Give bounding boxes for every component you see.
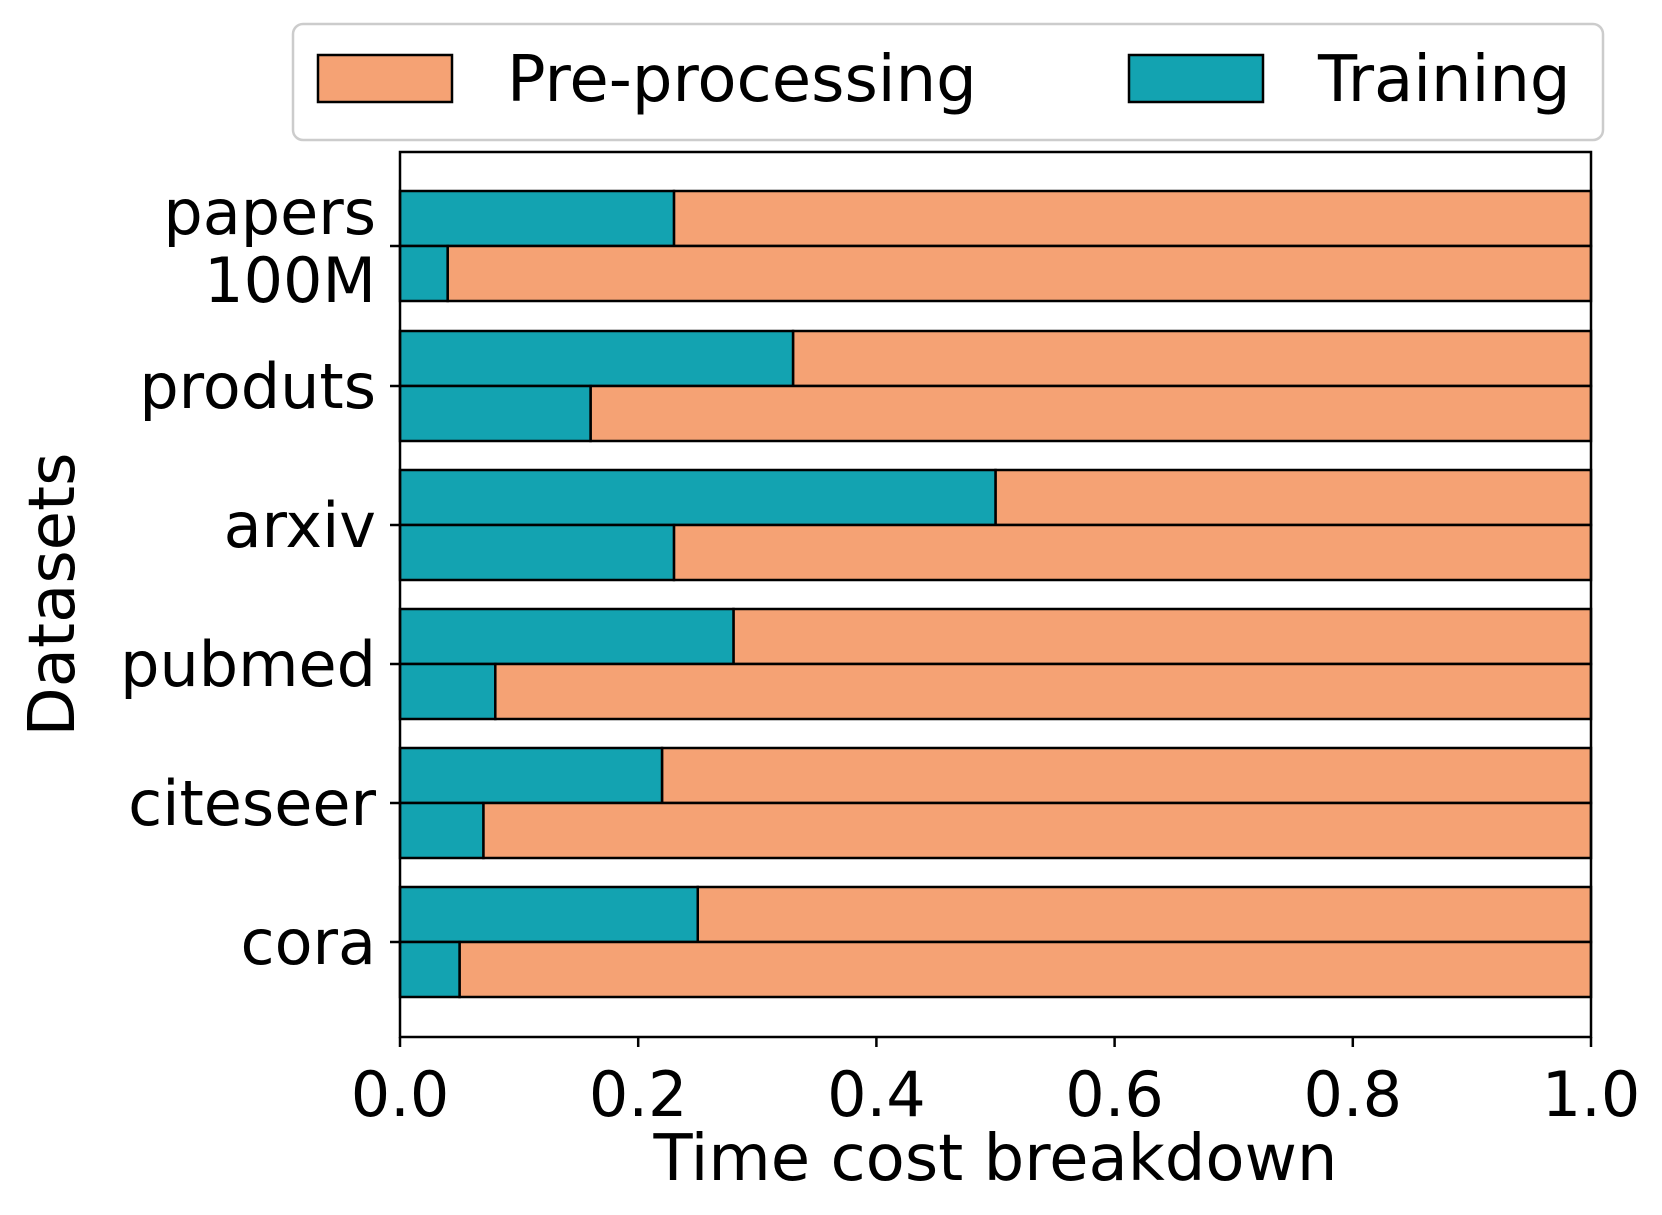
x-tick-label-3: 0.4 [827, 1058, 926, 1131]
y-tick-label-5: citeseer [128, 767, 376, 840]
legend-swatch-training [1127, 53, 1265, 104]
legend-label-pre-processing: Pre-processing [507, 43, 977, 117]
y-tick-label-3: arxiv [224, 489, 376, 562]
bar-training-2-upper [398, 329, 795, 388]
bar-preprocessing-4-lower [494, 662, 1593, 721]
bar-training-5-lower [398, 801, 485, 860]
bar-preprocessing-6-lower [458, 940, 1593, 999]
legend-swatch-pre-processing [316, 53, 454, 104]
bar-preprocessing-2-lower [589, 384, 1593, 443]
bar-training-4-lower [398, 662, 497, 721]
y-tick-label-2: produts [139, 350, 376, 423]
bar-training-6-lower [398, 940, 461, 999]
bar-training-1-upper [398, 189, 676, 248]
bar-preprocessing-5-upper [660, 746, 1593, 805]
bar-preprocessing-3-upper [994, 468, 1593, 527]
bar-preprocessing-1-upper [672, 189, 1593, 248]
x-tick-label-2: 0.2 [589, 1058, 688, 1131]
x-tick-label-5: 0.8 [1303, 1058, 1402, 1131]
bar-preprocessing-2-upper [791, 329, 1593, 388]
bar-training-6-upper [398, 885, 699, 944]
y-tick-label-1-line-2: 100M [204, 244, 376, 317]
bar-preprocessing-3-lower [672, 523, 1593, 582]
bar-preprocessing-5-lower [482, 801, 1593, 860]
y-tick-label-4: pubmed [120, 628, 376, 701]
bar-preprocessing-6-upper [696, 885, 1593, 944]
y-tick-label-6: cora [240, 906, 376, 979]
x-tick-label-6: 1.0 [1542, 1058, 1641, 1131]
y-axis-label: Datasets [16, 453, 90, 737]
plot-border [398, 150, 1593, 1039]
bar-training-1-lower [398, 244, 449, 303]
bar-training-2-lower [398, 384, 592, 443]
bar-preprocessing-1-lower [446, 244, 1593, 303]
legend-label-training: Training [1317, 43, 1571, 117]
bar-training-4-upper [398, 607, 735, 666]
bar-preprocessing-4-upper [732, 607, 1593, 666]
y-tick-label-1-line-1: papers [163, 176, 376, 249]
x-axis-label: Time cost breakdown [653, 1122, 1338, 1196]
bar-training-3-lower [398, 523, 676, 582]
x-tick-label-4: 0.6 [1065, 1058, 1164, 1131]
x-tick-label-1: 0.0 [351, 1058, 450, 1131]
legend-box [291, 22, 1605, 142]
bar-training-5-upper [398, 746, 664, 805]
bar-training-3-upper [398, 468, 997, 527]
